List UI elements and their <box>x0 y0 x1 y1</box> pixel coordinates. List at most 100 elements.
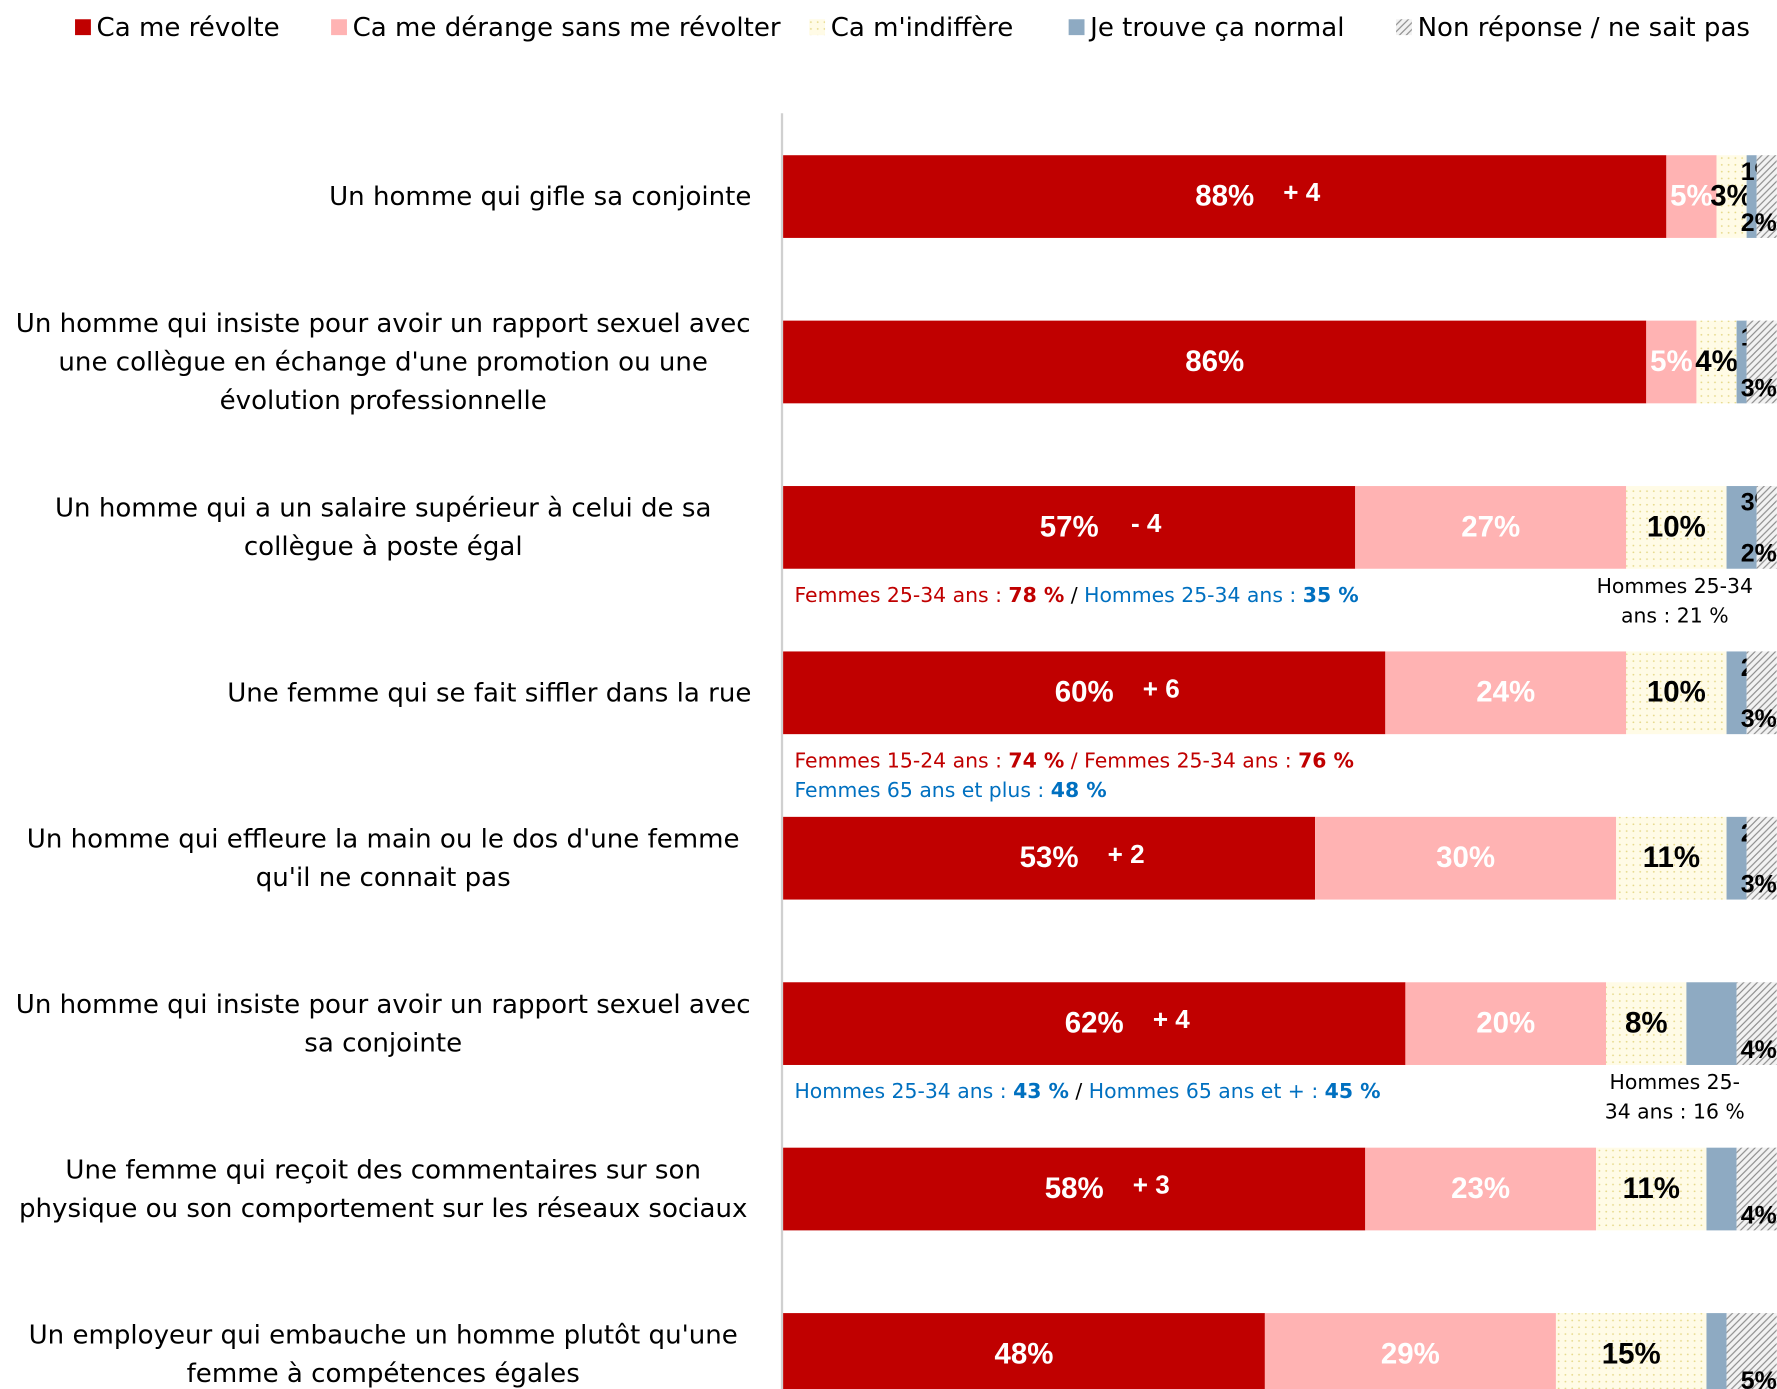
change-label: - 4 <box>1131 508 1162 538</box>
value-label: 60% <box>1055 676 1114 709</box>
legend-swatch <box>1396 19 1412 36</box>
bar-segment <box>1365 1147 1597 1231</box>
side-note: 34 ans : 16 % <box>1605 1100 1745 1124</box>
value-label: 3% <box>1741 374 1777 402</box>
category-wrap: Une femme qui se fait siffler dans la ru… <box>15 625 751 761</box>
bar-segment <box>1405 982 1607 1065</box>
category-label: Une femme qui reçoit des commentaires su… <box>18 1155 748 1224</box>
bar-segment <box>1555 1313 1707 1389</box>
value-label: 4% <box>1695 345 1738 378</box>
category-box: Un homme qui insiste pour avoir un rappo… <box>15 956 751 1092</box>
bar-segment <box>1746 816 1777 900</box>
value-label: 62% <box>1065 1007 1124 1040</box>
category-label: Un homme qui insiste pour avoir un rappo… <box>15 989 751 1058</box>
bar-segment <box>783 982 1406 1065</box>
category-box: Un homme qui gifle sa conjointe <box>15 129 751 265</box>
category-box: Un homme qui insiste pour avoir un rappo… <box>15 294 751 430</box>
value-label: 23% <box>1451 1172 1510 1205</box>
bar-segment <box>783 1313 1265 1389</box>
note: Femmes 25-34 ans : 78 % / Hommes 25-34 a… <box>794 583 1358 607</box>
change-label: + 2 <box>1108 839 1145 869</box>
bar-segment <box>783 651 1386 735</box>
legend-label: Ca me dérange sans me révolter <box>353 13 781 43</box>
bar-segment <box>1646 320 1697 404</box>
note-part: Hommes 25-34 ans : <box>794 1079 1013 1103</box>
bar-segment <box>1626 651 1727 735</box>
value-label: 4% <box>1741 1036 1777 1064</box>
value-label: 5% <box>1670 179 1713 212</box>
category-wrap: Un homme qui gifle sa conjointe <box>15 129 751 265</box>
value-label: 58% <box>1045 1172 1104 1205</box>
value-label: 88% <box>1195 179 1254 212</box>
bar-segment <box>1696 320 1737 404</box>
value-label: 57% <box>1040 510 1099 543</box>
value-label: 2% <box>1741 540 1777 568</box>
bar-segment <box>1355 486 1627 569</box>
value-label: 10% <box>1647 510 1706 543</box>
category-wrap: Un homme qui insiste pour avoir un rappo… <box>15 956 751 1092</box>
value-label: 20% <box>1476 1007 1535 1040</box>
bar-segment <box>1606 982 1687 1065</box>
category-label: Une femme qui se fait siffler dans la ru… <box>227 678 752 708</box>
note-part: 43 % <box>1013 1079 1069 1103</box>
category-box: Une femme qui se fait siffler dans la ru… <box>15 625 751 761</box>
category-label: Un homme qui a un salaire supérieur à ce… <box>54 493 712 562</box>
note-part: Femmes 15-24 ans : <box>794 748 1008 772</box>
value-label: 8% <box>1625 1007 1668 1040</box>
note: Hommes 25-34 ans : 43 % / Hommes 65 ans … <box>794 1079 1380 1103</box>
category-label: Un homme qui insiste pour avoir un rappo… <box>15 308 751 416</box>
bar-segment <box>1746 651 1777 735</box>
bar-segment <box>783 486 1356 569</box>
bar-segment <box>1756 486 1777 569</box>
note-part: 78 % <box>1008 583 1064 607</box>
category-label: Un homme qui gifle sa conjointe <box>329 181 752 212</box>
value-label: 11% <box>1623 1172 1680 1205</box>
value-label: 3% <box>1710 179 1753 212</box>
bar-segment <box>1746 320 1777 404</box>
side-note: Hommes 25-34 <box>1597 574 1753 598</box>
bar-segment <box>783 816 1316 900</box>
bar-segment <box>783 320 1647 404</box>
note: Femmes 15-24 ans : 74 % / Femmes 25-34 a… <box>794 748 1354 772</box>
change-label: + 6 <box>1143 673 1180 703</box>
value-label: 10% <box>1647 676 1706 709</box>
note-part: / <box>1064 583 1084 607</box>
category-label: Un employeur qui embauche un homme plutô… <box>28 1320 738 1389</box>
note-part: Hommes 65 ans et + : <box>1089 1079 1325 1103</box>
bar-segment <box>1596 1147 1707 1231</box>
bar-segment <box>1616 816 1727 900</box>
value-label: 30% <box>1436 841 1495 874</box>
value-label: 24% <box>1476 676 1535 709</box>
value-label: 27% <box>1461 510 1520 543</box>
bar-segment <box>1736 320 1747 404</box>
note-part: 48 % <box>1051 778 1107 802</box>
bar-segment <box>1746 155 1757 238</box>
note-part: 76 % <box>1298 748 1354 772</box>
bar-segment <box>1264 1313 1556 1389</box>
bar-segment <box>1726 816 1747 900</box>
bar-segment <box>1706 1313 1727 1389</box>
bar-segment <box>1706 1147 1737 1231</box>
category-box: Un employeur qui embauche un homme plutô… <box>28 1320 738 1389</box>
category-wrap: Un homme qui insiste pour avoir un rappo… <box>15 294 751 430</box>
legend-label: Ca m'indiffère <box>831 13 1014 43</box>
bar-segment <box>1666 155 1717 238</box>
note-part: 35 % <box>1303 583 1359 607</box>
bar-segment <box>1726 1313 1777 1389</box>
bar-segment <box>1736 1147 1777 1231</box>
bar-segment <box>1726 651 1747 735</box>
category-box: Une femme qui reçoit des commentaires su… <box>15 1121 751 1257</box>
category-wrap: Une femme qui reçoit des commentaires su… <box>15 1121 751 1257</box>
change-label: + 4 <box>1283 177 1320 207</box>
note-part: 45 % <box>1325 1079 1381 1103</box>
category-wrap: Un homme qui a un salaire supérieur à ce… <box>15 459 751 595</box>
note-part: Femmes 65 ans et plus : <box>794 778 1050 802</box>
legend-label: Je trouve ça normal <box>1088 13 1344 43</box>
change-label: + 3 <box>1133 1170 1170 1200</box>
value-label: 48% <box>995 1337 1054 1370</box>
value-label: 5% <box>1741 1367 1777 1389</box>
bar-segment <box>783 1147 1366 1231</box>
note-part: Hommes 25-34 ans : <box>1084 583 1303 607</box>
value-label: 53% <box>1020 841 1079 874</box>
